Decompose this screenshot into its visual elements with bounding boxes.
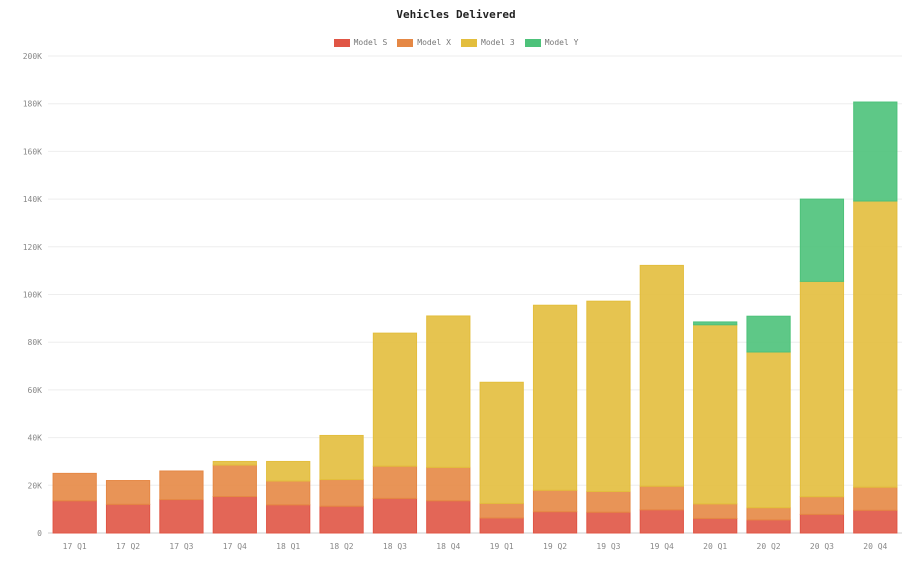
x-tick-label: 20 Q4: [863, 542, 887, 551]
bar-model-s-17-q1[interactable]: [52, 500, 97, 534]
legend-item-model-s[interactable]: Model S: [333, 38, 388, 47]
bar-model-3-18-q1[interactable]: [266, 460, 311, 482]
bar-model-x-19-q3[interactable]: [586, 491, 631, 513]
x-tick-label: 18 Q2: [330, 542, 354, 551]
bar-model-3-18-q3[interactable]: [372, 332, 418, 467]
x-tick-label: 17 Q2: [116, 542, 140, 551]
x-tick-label: 19 Q4: [650, 542, 674, 551]
y-tick-label: 200K: [23, 52, 42, 61]
legend-item-model-3[interactable]: Model 3: [461, 38, 515, 47]
bar-model-s-20-q2[interactable]: [746, 519, 791, 534]
bar-model-s-19-q1[interactable]: [479, 517, 524, 534]
bar-model-x-19-q1[interactable]: [479, 502, 524, 519]
bar-model-3-20-q1[interactable]: [693, 324, 738, 505]
bar-model-s-17-q4[interactable]: [212, 496, 257, 534]
chart-title: Vehicles Delivered: [396, 8, 516, 21]
y-tick-label: 0: [37, 529, 42, 538]
bar-model-s-18-q1[interactable]: [266, 504, 311, 534]
bar-model-x-18-q2[interactable]: [319, 479, 364, 507]
y-tick-label: 40K: [28, 434, 43, 443]
bar-model-x-19-q4[interactable]: [639, 485, 684, 511]
y-tick-label: 100K: [23, 291, 42, 300]
bar-model-x-19-q2[interactable]: [532, 489, 578, 513]
legend-label: Model X: [417, 38, 451, 47]
bar-model-s-19-q3[interactable]: [586, 511, 631, 534]
x-tick-label: 18 Q1: [276, 542, 300, 551]
legend-swatch: [461, 38, 477, 47]
x-tick-label: 20 Q3: [810, 542, 834, 551]
y-tick-label: 180K: [23, 100, 42, 109]
x-tick-label: 20 Q2: [757, 542, 781, 551]
x-tick-label: 18 Q3: [383, 542, 407, 551]
bar-model-3-20-q4[interactable]: [853, 200, 898, 488]
y-tick-label: 120K: [23, 243, 42, 252]
bar-model-x-17-q1[interactable]: [52, 472, 97, 502]
bar-model-s-20-q3[interactable]: [799, 513, 845, 534]
bar-model-s-20-q1[interactable]: [693, 517, 738, 534]
legend-swatch: [333, 38, 350, 47]
bar-model-x-20-q2[interactable]: [746, 507, 791, 521]
bar-model-x-18-q4[interactable]: [426, 466, 471, 502]
x-tick-label: 17 Q3: [169, 542, 193, 551]
x-tick-label: 19 Q1: [490, 542, 514, 551]
legend-item-model-y[interactable]: Model Y: [524, 38, 579, 47]
bar-model-s-18-q4[interactable]: [426, 500, 471, 534]
bar-model-x-17-q3[interactable]: [159, 470, 204, 501]
bar-model-x-20-q3[interactable]: [799, 496, 845, 515]
bar-model-3-20-q2[interactable]: [746, 351, 791, 509]
bar-model-x-20-q1[interactable]: [693, 503, 738, 519]
bar-model-3-20-q3[interactable]: [799, 280, 845, 498]
y-tick-label: 160K: [23, 147, 42, 156]
bar-model-y-20-q4[interactable]: [853, 101, 898, 202]
legend-label: Model 3: [481, 38, 515, 47]
x-tick-label: 19 Q3: [596, 542, 620, 551]
bar-model-x-20-q4[interactable]: [853, 486, 898, 511]
bar-model-3-19-q2[interactable]: [532, 304, 578, 491]
bar-model-s-17-q3[interactable]: [159, 499, 204, 534]
bar-model-y-20-q3[interactable]: [799, 198, 845, 282]
legend-swatch: [524, 38, 541, 47]
legend-label: Model S: [353, 38, 388, 47]
bar-model-3-19-q1[interactable]: [479, 381, 524, 504]
y-tick-label: 20K: [28, 481, 43, 490]
legend-label: Model Y: [544, 38, 579, 47]
bar-model-s-19-q2[interactable]: [532, 511, 578, 534]
bar-model-3-19-q3[interactable]: [586, 300, 631, 493]
legend-swatch: [397, 38, 414, 47]
bar-model-x-18-q3[interactable]: [372, 465, 418, 499]
bar-model-x-18-q1[interactable]: [266, 480, 311, 506]
bar-model-s-20-q4[interactable]: [853, 509, 898, 534]
bar-model-y-20-q1[interactable]: [693, 321, 738, 326]
legend: Model S Model X Model 3 Model Y: [0, 38, 912, 47]
bar-model-3-18-q2[interactable]: [319, 434, 364, 481]
bar-model-y-20-q2[interactable]: [746, 315, 791, 353]
x-tick-label: 17 Q1: [63, 542, 87, 551]
bar-model-3-19-q4[interactable]: [639, 264, 684, 487]
x-tick-label: 19 Q2: [543, 542, 567, 551]
x-tick-label: 17 Q4: [223, 542, 247, 551]
bar-model-3-17-q4[interactable]: [212, 460, 257, 466]
bar-model-x-17-q4[interactable]: [212, 464, 257, 498]
bar-model-s-17-q2[interactable]: [105, 503, 151, 534]
y-tick-label: 140K: [23, 195, 42, 204]
x-tick-label: 20 Q1: [703, 542, 727, 551]
bar-model-3-18-q4[interactable]: [426, 315, 471, 468]
legend-item-model-x[interactable]: Model X: [397, 38, 451, 47]
bar-model-x-17-q2[interactable]: [105, 480, 151, 505]
y-tick-label: 60K: [28, 386, 43, 395]
bar-model-s-18-q3[interactable]: [372, 497, 418, 534]
bar-model-s-18-q2[interactable]: [319, 505, 364, 534]
bar-model-s-19-q4[interactable]: [639, 509, 684, 534]
y-tick-label: 80K: [28, 338, 43, 347]
x-tick-label: 18 Q4: [436, 542, 460, 551]
